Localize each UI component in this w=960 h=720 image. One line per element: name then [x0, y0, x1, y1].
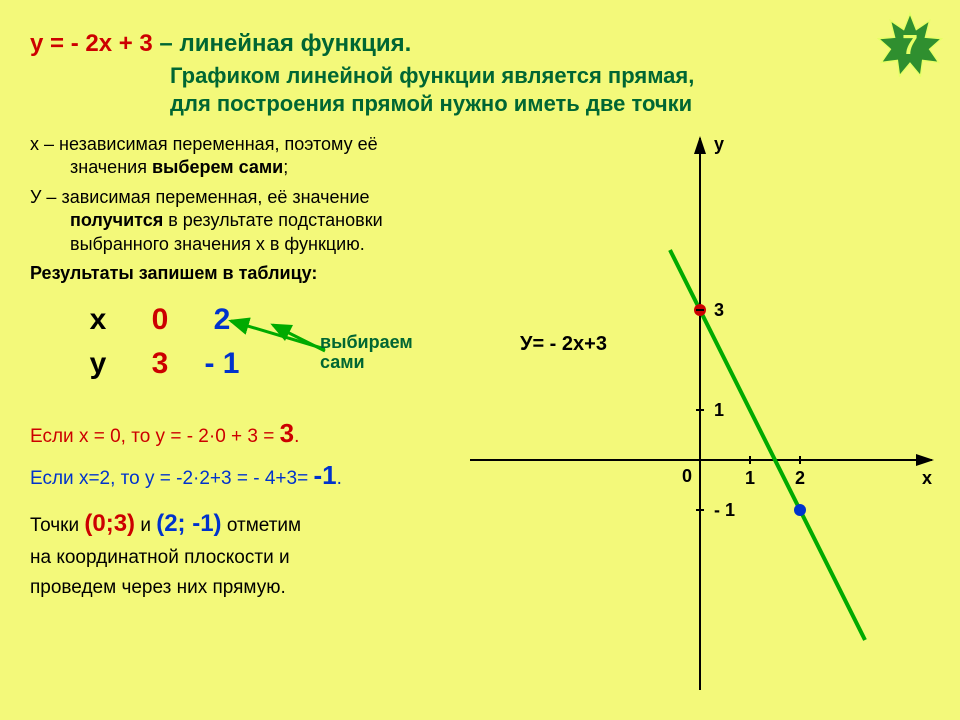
subtitle: Графиком линейной функции является пряма… — [170, 62, 930, 117]
svg-text:1: 1 — [714, 400, 724, 420]
svg-text:0: 0 — [682, 466, 692, 486]
svg-text:У= - 2х+3: У= - 2х+3 — [520, 333, 607, 355]
table-x0: 0 — [142, 303, 178, 337]
slide: 7 у = - 2х + 3 – линейная функция. Графи… — [0, 0, 960, 720]
subtitle-line2: для построения прямой нужно иметь две то… — [170, 90, 930, 118]
para-x: х – независимая переменная, поэтому её з… — [30, 133, 450, 180]
table-header-x: х — [80, 303, 116, 337]
svg-text:у: у — [714, 134, 724, 154]
title: у = - 2х + 3 – линейная функция. — [30, 30, 930, 58]
para-result: Результаты запишем в таблицу: — [30, 262, 450, 285]
calc-line3: Точки (0;3) и (2; -1) отметим — [30, 505, 470, 543]
para-y: У – зависимая переменная, её значение по… — [30, 186, 450, 256]
svg-text:1: 1 — [745, 468, 755, 488]
slide-number-badge: 7 — [875, 10, 945, 80]
table-y1: - 1 — [204, 347, 240, 381]
svg-text:- 1: - 1 — [714, 500, 735, 520]
calculations: Если х = 0, то у = - 2·0 + 3 = 3. Если х… — [30, 413, 470, 603]
calc-line2: Если х=2, то у = -2·2+3 = - 4+3= -1. — [30, 455, 470, 497]
title-text: – линейная функция. — [153, 30, 412, 57]
svg-text:2: 2 — [795, 468, 805, 488]
explanation: х – независимая переменная, поэтому её з… — [30, 133, 450, 285]
table-y0: 3 — [142, 347, 178, 381]
slide-number: 7 — [902, 29, 918, 61]
table-x1: 2 — [204, 303, 240, 337]
coordinate-graph: у х 0 1 2 1 3 - 1 У= - 2х+3 — [470, 130, 940, 690]
table-header-y: у — [80, 347, 116, 381]
svg-text:3: 3 — [714, 300, 724, 320]
calc-line1: Если х = 0, то у = - 2·0 + 3 = 3. — [30, 413, 470, 455]
title-equation: у = - 2х + 3 — [30, 30, 153, 57]
calc-line4: на координатной плоскости и — [30, 543, 470, 573]
choose-label: выбираем сами — [320, 333, 413, 373]
svg-text:х: х — [922, 468, 932, 488]
subtitle-line1: Графиком линейной функции является пряма… — [170, 62, 930, 90]
calc-line5: проведем через них прямую. — [30, 573, 470, 603]
